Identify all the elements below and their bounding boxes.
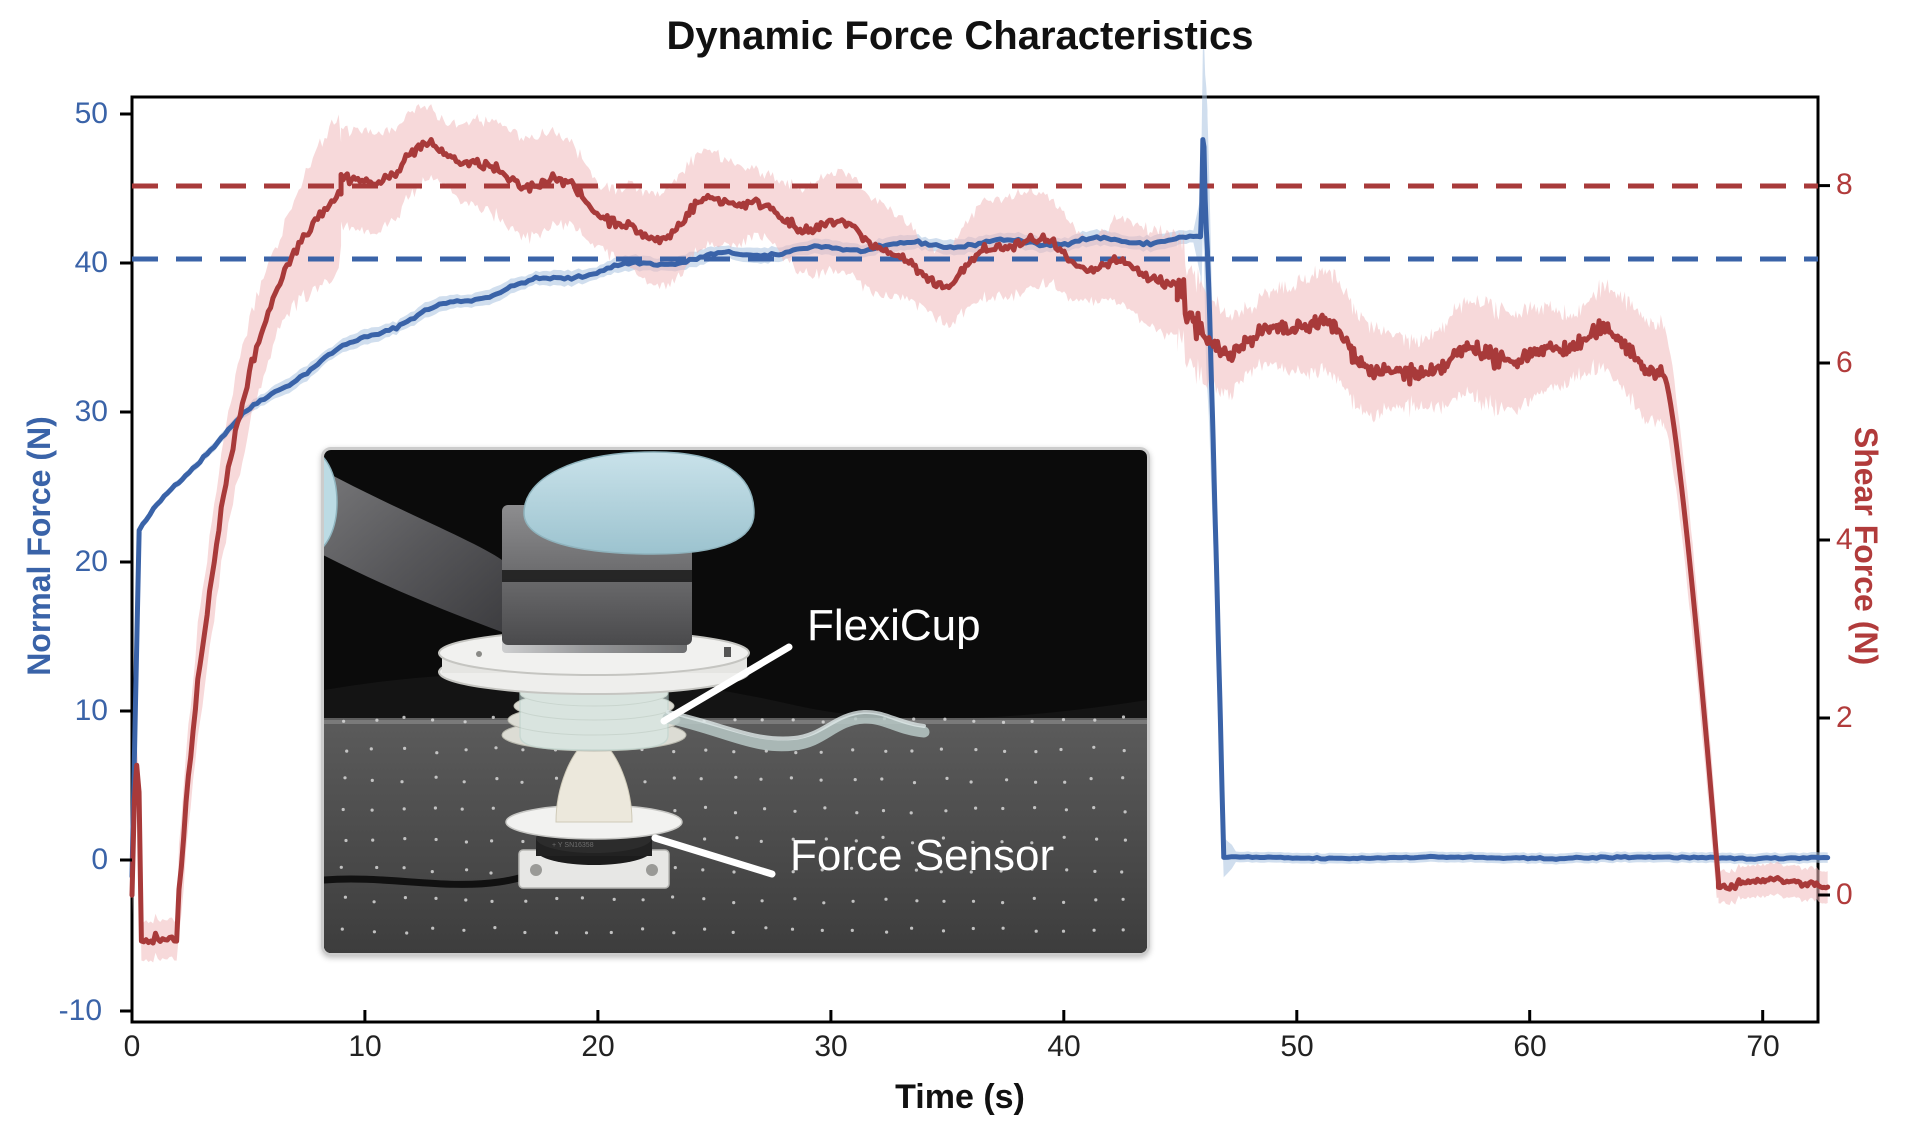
svg-text:+ Y SN16358: + Y SN16358 (552, 842, 594, 849)
